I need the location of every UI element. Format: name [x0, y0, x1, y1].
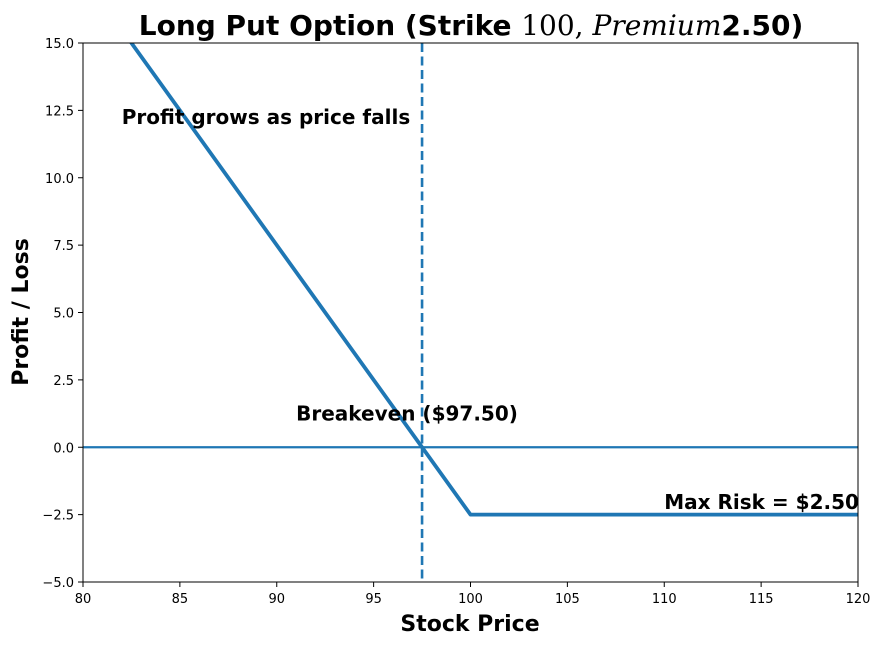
x-axis-label: Stock Price	[400, 612, 539, 637]
x-tick-label: 120	[846, 592, 871, 607]
annotation-label: Profit grows as price falls	[122, 105, 410, 129]
y-tick-label: −2.5	[42, 509, 74, 524]
chart-title-part: Premium	[591, 9, 721, 42]
y-tick-label: 12.5	[45, 104, 74, 119]
x-tick-label: 105	[555, 592, 580, 607]
annotations: Profit grows as price falls Breakeven ($9…	[122, 105, 859, 514]
y-tick-label: 10.0	[45, 172, 74, 187]
chart-title-part: 100,	[521, 9, 592, 42]
chart-title-part: 2.50)	[721, 9, 803, 42]
y-tick-label: 5.0	[53, 307, 74, 322]
ticks: 80 85 90 95 100 105 110 115 120 −5.0 −2.5 0.0 2.5 5.0…	[42, 37, 870, 607]
plot-area	[83, 43, 858, 582]
y-axis-label: Profit / Loss	[9, 238, 34, 386]
x-tick-label: 95	[365, 592, 382, 607]
y-tick-label: 0.0	[53, 441, 74, 456]
chart-title-part: Long Put Option (Strike	[139, 9, 522, 42]
payoff-line	[129, 43, 858, 517]
x-tick-label: 85	[172, 592, 189, 607]
x-tick-label: 110	[652, 592, 677, 607]
y-tick-label: −5.0	[42, 576, 74, 591]
x-tick-label: 115	[749, 592, 774, 607]
y-tick-label: 2.5	[53, 374, 74, 389]
annotation-label: Max Risk = $2.50	[664, 490, 859, 514]
y-tick-label: 7.5	[53, 239, 74, 254]
y-tick-label: 15.0	[45, 37, 74, 52]
x-tick-label: 90	[268, 592, 285, 607]
x-tick-label: 100	[458, 592, 483, 607]
annotation-label: Breakeven ($97.50)	[296, 401, 518, 425]
chart-title: Long Put Option (Strike 100, Premium2.50…	[139, 9, 804, 42]
x-tick-label: 80	[75, 592, 92, 607]
